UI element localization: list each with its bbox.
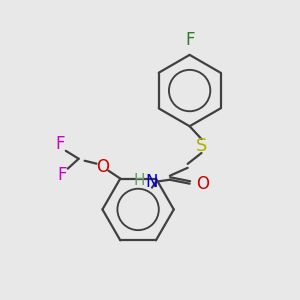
Text: O: O	[196, 175, 210, 193]
Text: H: H	[134, 173, 145, 188]
Text: F: F	[57, 166, 67, 184]
Text: F: F	[55, 135, 64, 153]
Text: S: S	[196, 137, 207, 155]
Text: O: O	[96, 158, 109, 176]
Text: F: F	[185, 31, 194, 49]
Text: N: N	[146, 173, 158, 191]
